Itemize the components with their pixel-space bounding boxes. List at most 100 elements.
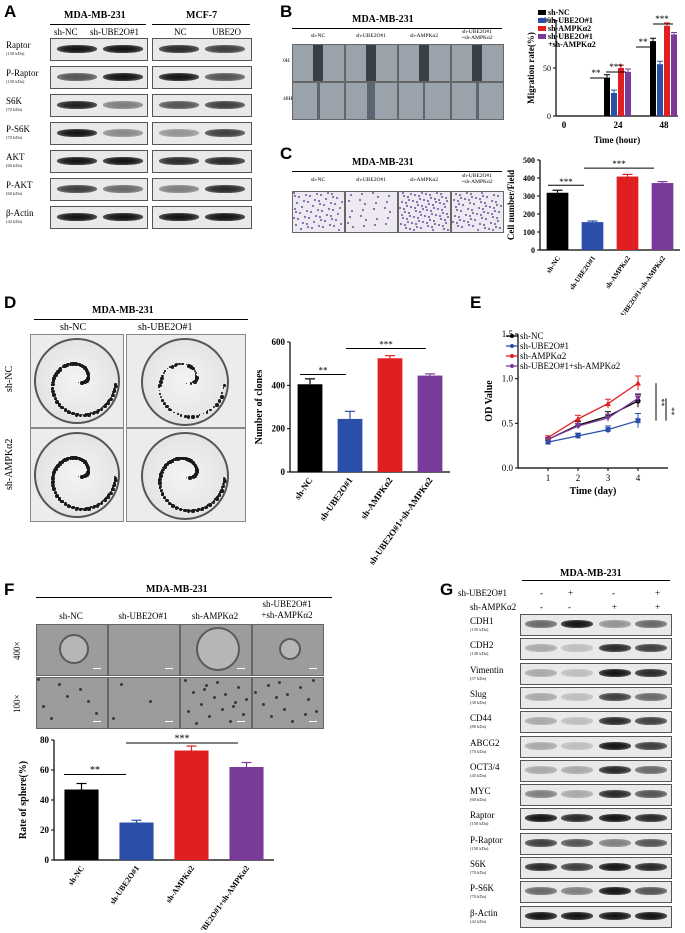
blot-strip	[520, 686, 672, 709]
blot-strip	[520, 759, 672, 782]
stained-cell	[432, 229, 434, 231]
colony	[190, 475, 192, 478]
stained-cell	[418, 195, 420, 197]
data-point	[635, 395, 641, 402]
colony	[192, 475, 195, 478]
stained-cell	[499, 227, 501, 229]
blot-band	[159, 73, 199, 81]
stained-cell	[447, 216, 449, 218]
colony	[107, 400, 110, 403]
colony	[108, 493, 110, 495]
y-axis-label: Migration rate(%)	[526, 32, 536, 104]
blot-band	[561, 765, 593, 774]
blot-band	[635, 814, 667, 823]
colony	[72, 456, 74, 458]
blot-band	[525, 911, 557, 920]
stained-cell	[479, 198, 481, 200]
colony	[95, 410, 100, 414]
scale-bar	[237, 721, 245, 722]
stained-cell	[376, 218, 378, 220]
colony	[158, 484, 163, 489]
colony	[106, 495, 110, 500]
colony	[77, 381, 79, 383]
colony	[65, 363, 70, 367]
blot-strip	[152, 150, 252, 173]
y-tick-label: 1.5	[502, 329, 514, 339]
colony	[192, 509, 196, 512]
bar	[581, 222, 604, 250]
stained-cell	[404, 224, 406, 226]
colony	[99, 407, 104, 412]
blot-band	[561, 911, 593, 920]
sphere	[37, 678, 40, 681]
protein-label: Raptor	[6, 40, 31, 50]
stained-cell	[295, 211, 297, 213]
sphere	[299, 686, 302, 689]
colony	[171, 504, 175, 508]
colony	[64, 364, 66, 366]
stained-cell	[422, 208, 424, 210]
colony	[112, 389, 117, 393]
clones-chart: 0 200 400 600 Number of clones sh-NC sh-UBE2O#…	[254, 337, 450, 566]
stained-cell	[388, 195, 390, 197]
colony	[179, 414, 183, 417]
blot-band	[57, 129, 97, 137]
colony	[111, 486, 115, 489]
colony	[85, 378, 88, 382]
stained-cell	[293, 192, 295, 194]
colony	[65, 457, 70, 461]
series-line	[547, 397, 639, 441]
significance-label: **	[592, 68, 602, 78]
blot-band	[205, 45, 245, 53]
panel-letter: C	[280, 144, 293, 163]
y-tick-label: 500	[523, 156, 535, 165]
colony	[73, 456, 76, 459]
condition-sign: -	[612, 588, 615, 598]
stained-cell	[411, 222, 413, 224]
stained-cell	[424, 215, 426, 217]
colony	[59, 366, 63, 370]
stained-cell	[429, 194, 431, 196]
colony	[215, 497, 219, 501]
colony	[216, 495, 219, 499]
stained-cell	[296, 202, 298, 204]
stained-cell	[480, 214, 482, 216]
protein-label: Vimentin	[470, 664, 504, 675]
stained-cell	[439, 202, 441, 204]
stained-cell	[302, 222, 304, 224]
x-tick-label: 48	[660, 120, 670, 130]
stained-cell	[436, 192, 438, 194]
blot-band	[599, 668, 631, 677]
colony	[56, 370, 60, 374]
stained-cell	[306, 210, 308, 212]
colony	[109, 397, 113, 402]
colony	[55, 400, 59, 404]
kda-label: (150 kDa)	[6, 79, 25, 84]
stained-cell	[328, 208, 330, 210]
stained-cell	[314, 199, 316, 201]
blot-band	[635, 620, 667, 628]
blot-band	[103, 157, 143, 165]
colony	[77, 457, 79, 459]
stained-cell	[495, 226, 497, 228]
bar	[651, 183, 674, 250]
colony	[56, 495, 59, 498]
colony	[158, 386, 160, 388]
stained-cell	[425, 193, 427, 195]
stained-cell	[465, 214, 467, 216]
colony	[84, 367, 89, 372]
bar	[297, 384, 323, 472]
colony	[53, 468, 57, 471]
stained-cell	[493, 194, 495, 196]
sphere	[245, 698, 248, 701]
stained-cell	[410, 193, 412, 195]
blot-band	[635, 692, 667, 701]
stained-cell	[461, 226, 463, 228]
colony	[172, 458, 176, 461]
protein-label: P-S6K	[470, 883, 495, 894]
stained-cell	[307, 201, 309, 203]
stained-cell	[442, 212, 444, 214]
protein-label: P-S6K	[6, 124, 31, 134]
blot-strip	[50, 66, 148, 89]
stained-cell	[491, 200, 493, 202]
